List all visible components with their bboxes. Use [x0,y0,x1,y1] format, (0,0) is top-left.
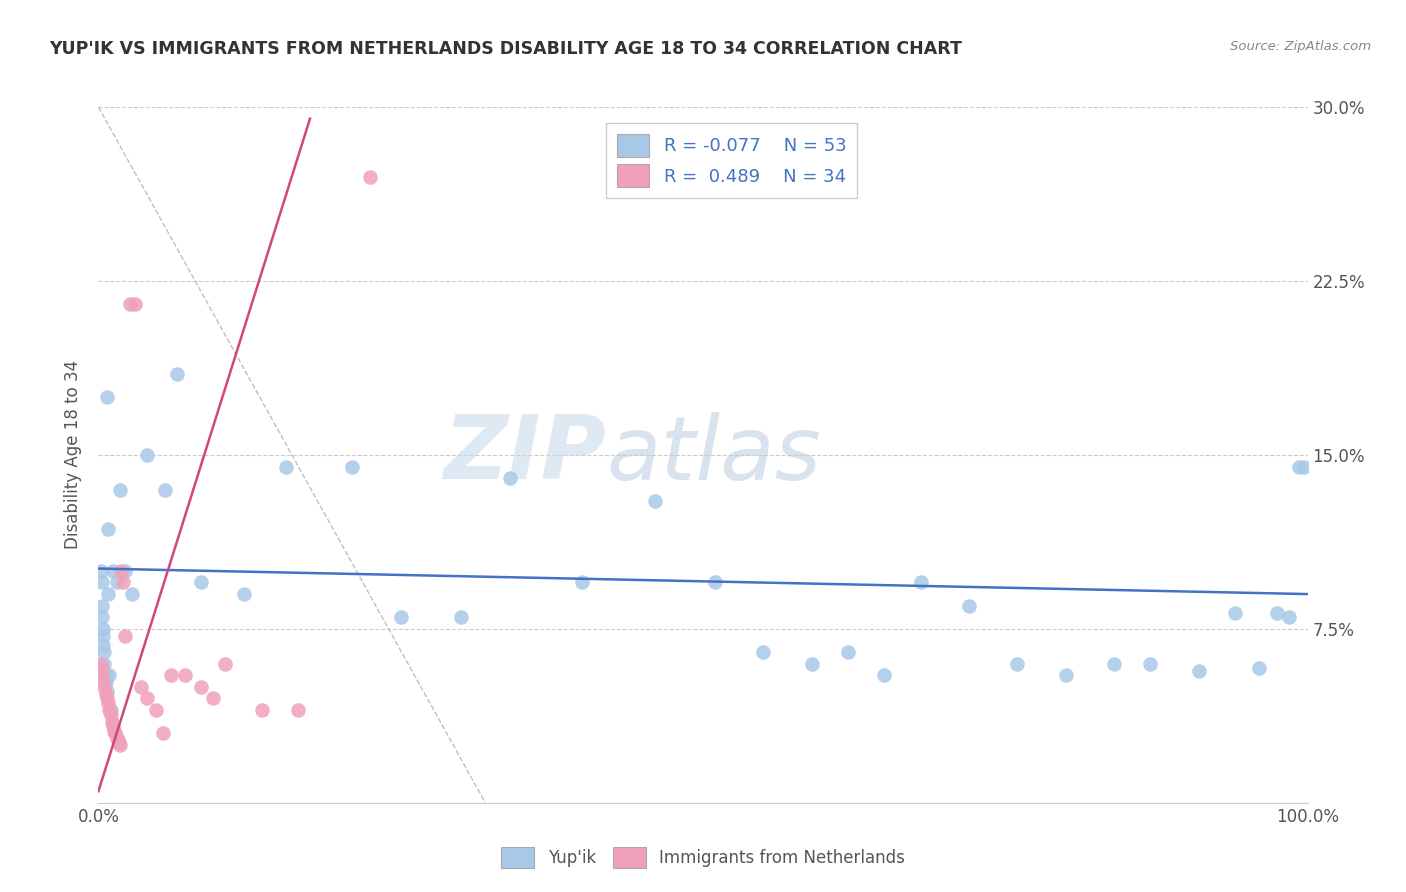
Point [103,723,125,738]
Point [498,471,520,485]
Point [571,575,593,590]
Point [101,564,124,578]
Point [160,668,183,682]
Point [91,673,114,687]
Point [111,575,134,590]
Point [704,575,727,590]
Point [135,448,157,462]
Point [108,738,131,752]
Point [1288,459,1310,474]
Text: Source: ZipAtlas.com: Source: ZipAtlas.com [1230,40,1371,54]
Point [107,733,129,747]
Point [118,297,141,311]
Point [114,629,136,643]
Point [96,691,118,706]
Point [342,459,364,474]
Point [110,564,132,578]
Point [101,719,124,733]
Point [93,664,115,678]
Point [94,675,117,690]
Point [96,684,118,698]
Point [114,564,136,578]
Point [287,703,309,717]
Point [97,522,120,536]
Point [105,575,128,590]
Point [1007,657,1029,671]
Point [94,687,117,701]
Point [153,483,176,497]
Point [91,629,114,643]
Point [1292,459,1315,474]
Point [250,703,273,717]
Point [90,564,112,578]
Point [104,726,127,740]
Point [214,657,236,671]
Point [98,668,121,682]
Point [93,657,115,671]
Y-axis label: Disability Age 18 to 34: Disability Age 18 to 34 [65,360,83,549]
Point [129,680,152,694]
Point [1139,657,1161,671]
Point [202,691,225,706]
Point [957,599,980,613]
Point [1054,668,1077,682]
Point [97,587,120,601]
Point [450,610,472,624]
Point [91,599,114,613]
Point [166,367,188,381]
Point [108,735,131,749]
Point [1223,606,1246,620]
Point [837,645,859,659]
Point [152,726,174,740]
Point [274,459,297,474]
Point [135,691,157,706]
Point [1188,664,1211,678]
Text: YUP'IK VS IMMIGRANTS FROM NETHERLANDS DISABILITY AGE 18 TO 34 CORRELATION CHART: YUP'IK VS IMMIGRANTS FROM NETHERLANDS DI… [49,40,962,58]
Point [1249,661,1271,675]
Point [93,680,115,694]
Point [1267,606,1289,620]
Point [1278,610,1301,624]
Point [98,703,121,717]
Point [389,610,412,624]
Point [91,638,114,652]
Point [752,645,775,659]
Legend: Yup'ik, Immigrants from Netherlands: Yup'ik, Immigrants from Netherlands [495,841,911,874]
Point [1102,657,1125,671]
Point [145,703,167,717]
Point [93,645,115,659]
Point [90,657,112,671]
Point [96,390,118,404]
Text: atlas: atlas [606,412,821,498]
Point [100,714,122,729]
Point [91,664,114,678]
Text: ZIP: ZIP [443,411,606,499]
Point [108,483,131,497]
Point [100,707,122,722]
Point [100,703,122,717]
Point [910,575,932,590]
Point [174,668,197,682]
Point [91,622,114,636]
Point [232,587,254,601]
Point [873,668,896,682]
Point [190,575,212,590]
Point [644,494,666,508]
Point [91,575,114,590]
Point [94,668,117,682]
Point [105,731,128,745]
Point [91,610,114,624]
Point [97,696,120,710]
Point [800,657,823,671]
Point [121,587,143,601]
Point [190,680,212,694]
Point [124,297,146,311]
Point [360,169,382,184]
